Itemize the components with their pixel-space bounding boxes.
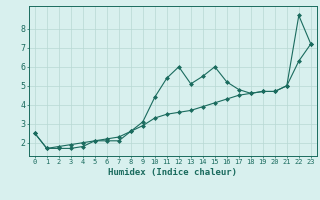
X-axis label: Humidex (Indice chaleur): Humidex (Indice chaleur) <box>108 168 237 177</box>
